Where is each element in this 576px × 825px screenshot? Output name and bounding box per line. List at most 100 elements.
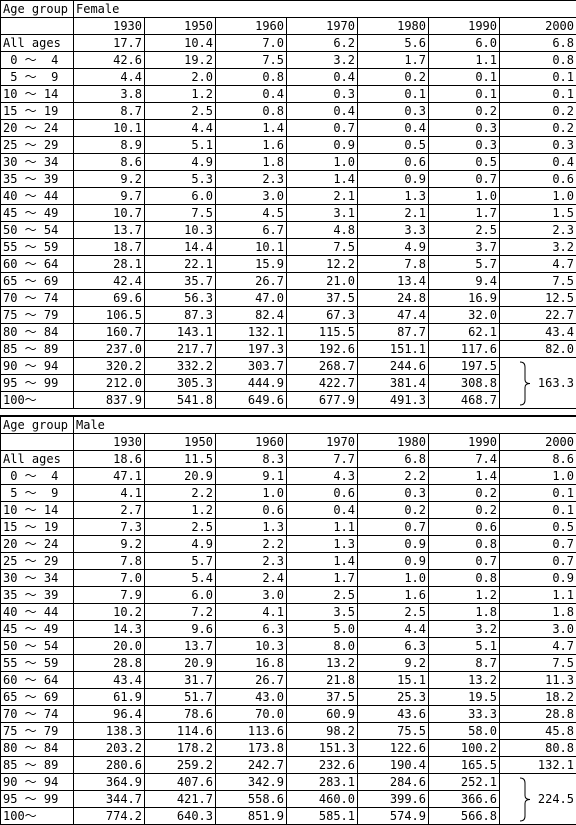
value-cell: 10.1 [216,239,287,256]
value-cell: 20.9 [145,655,216,672]
value-cell: 0.4 [500,154,576,171]
value-cell: 9.2 [358,655,429,672]
year-header: 1990 [429,18,500,35]
value-cell: 851.9 [216,808,287,825]
value-cell: 10.1 [74,120,145,137]
value-cell: 649.6 [216,392,287,409]
value-cell: 7.0 [74,570,145,587]
value-cell: 70.0 [216,706,287,723]
value-cell: 87.3 [145,307,216,324]
value-cell: 4.9 [145,154,216,171]
value-cell: 1.0 [358,570,429,587]
value-cell: 217.7 [145,341,216,358]
value-cell: 7.8 [358,256,429,273]
value-cell: 160.7 [74,324,145,341]
value-cell: 3.8 [74,86,145,103]
value-cell: 0.3 [429,120,500,137]
value-cell: 7.0 [216,35,287,52]
value-cell: 1.2 [145,86,216,103]
brace-path [520,362,530,405]
value-cell: 31.7 [145,672,216,689]
value-cell: 0.6 [500,171,576,188]
value-cell: 37.5 [287,290,358,307]
value-cell: 60.9 [287,706,358,723]
value-cell: 0.1 [429,69,500,86]
value-cell: 0.1 [500,502,576,519]
value-cell: 444.9 [216,375,287,392]
value-cell: 132.1 [500,757,576,774]
value-cell: 10.7 [74,205,145,222]
brace [518,361,532,406]
age-label: 70 ～ 74 [1,706,74,723]
value-cell: 2.2 [358,468,429,485]
age-label: 80 ～ 84 [1,740,74,757]
value-cell: 28.1 [74,256,145,273]
value-cell: 1.8 [216,154,287,171]
value-cell: 80.8 [500,740,576,757]
merged-content: 224.5 [502,777,574,822]
value-cell: 1.0 [287,154,358,171]
value-cell: 173.8 [216,740,287,757]
value-cell: 45.8 [500,723,576,740]
value-cell: 0.6 [216,502,287,519]
value-cell: 24.8 [358,290,429,307]
value-cell: 100.2 [429,740,500,757]
value-cell: 21.0 [287,273,358,290]
value-cell: 7.3 [74,519,145,536]
age-label: 85 ～ 89 [1,341,74,358]
table-separator [0,409,576,416]
value-cell: 4.7 [500,256,576,273]
age-label: 30 ～ 34 [1,154,74,171]
age-label: 45 ～ 49 [1,621,74,638]
value-cell: 558.6 [216,791,287,808]
brace-path [520,778,530,821]
year-header: 1980 [358,434,429,451]
merged-content: 163.3 [502,361,574,406]
value-cell: 268.7 [287,358,358,375]
value-cell: 0.5 [429,154,500,171]
value-cell: 0.2 [429,103,500,120]
value-cell: 0.1 [500,69,576,86]
age-label: 5 ～ 9 [1,485,74,502]
value-cell: 585.1 [287,808,358,825]
value-cell: 677.9 [287,392,358,409]
merged-value: 163.3 [538,376,574,391]
value-cell: 2.7 [74,502,145,519]
value-cell: 3.2 [429,621,500,638]
value-cell: 4.3 [287,468,358,485]
value-cell: 13.4 [358,273,429,290]
value-cell: 344.7 [74,791,145,808]
value-cell: 5.3 [145,171,216,188]
value-cell: 7.2 [145,604,216,621]
value-cell: 8.7 [429,655,500,672]
value-cell: 1.6 [358,587,429,604]
value-cell: 5.4 [145,570,216,587]
value-cell: 17.7 [74,35,145,52]
age-label: 55 ～ 59 [1,239,74,256]
merged-cell: 224.5 [500,774,576,825]
value-cell: 9.7 [74,188,145,205]
year-header: 1970 [287,18,358,35]
value-cell: 1.2 [429,587,500,604]
value-cell: 82.4 [216,307,287,324]
value-cell: 342.9 [216,774,287,791]
value-cell: 774.2 [74,808,145,825]
value-cell: 8.6 [74,154,145,171]
value-cell: 284.6 [358,774,429,791]
value-cell: 0.8 [429,570,500,587]
value-cell: 0.3 [287,86,358,103]
value-cell: 1.0 [500,188,576,205]
value-cell: 19.2 [145,52,216,69]
